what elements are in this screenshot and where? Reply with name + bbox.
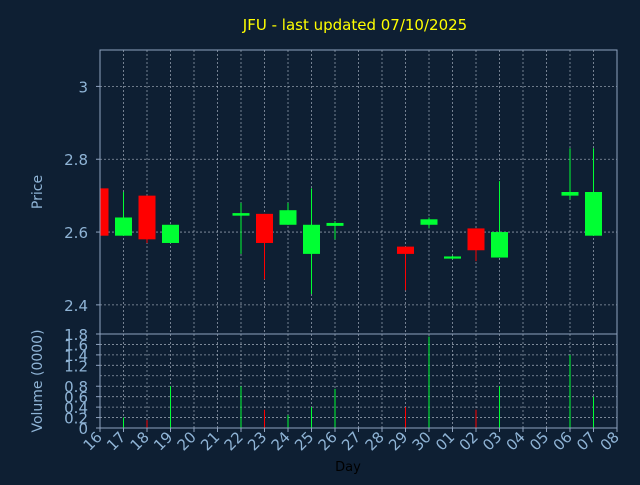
volume-marks [123,336,594,428]
price-axis-label: Price [30,175,46,209]
price-y-tick-label: 2.6 [64,224,88,242]
volume-y-tick-label: 0.4 [64,399,88,417]
candle-body [420,219,438,225]
candle-body [326,222,344,226]
volume-y-tick-label: 0.8 [64,378,88,396]
candle-body [444,256,461,259]
price-y-tick-label: 2.4 [64,297,88,315]
candle-body [279,210,297,225]
volume-y-tick-label: 1.6 [64,336,88,354]
price-y-tick-label: 3 [78,78,88,96]
volume-axis-label: Volume (0000) [30,329,46,432]
volume-y-tick-label: 0.6 [64,389,88,407]
volume-y-tick-label: 0 [78,420,88,438]
chart-title: JFU - last updated 07/10/2025 [242,16,467,34]
candle-body [467,228,485,251]
volume-y-tick-label: 1.4 [64,347,88,365]
candle-body [256,213,273,243]
candle-body [585,192,602,236]
candle-body [100,188,109,236]
volume-y-tick-label: 1.8 [64,326,88,344]
candle-body [561,192,579,196]
candle-body [232,213,250,216]
candle-body [138,195,156,240]
x-axis-label: Day [335,460,361,475]
candle-body [397,246,414,254]
candle-body [303,224,320,254]
volume-y-tick-label: 1.2 [64,357,88,375]
candle-body [491,232,508,258]
axes [96,49,618,432]
candle-body [162,224,179,243]
candle-body [115,217,132,236]
price-marks [99,148,602,294]
volume-y-tick-label: 0.2 [64,410,88,428]
price-y-tick-label: 2.8 [64,151,88,169]
